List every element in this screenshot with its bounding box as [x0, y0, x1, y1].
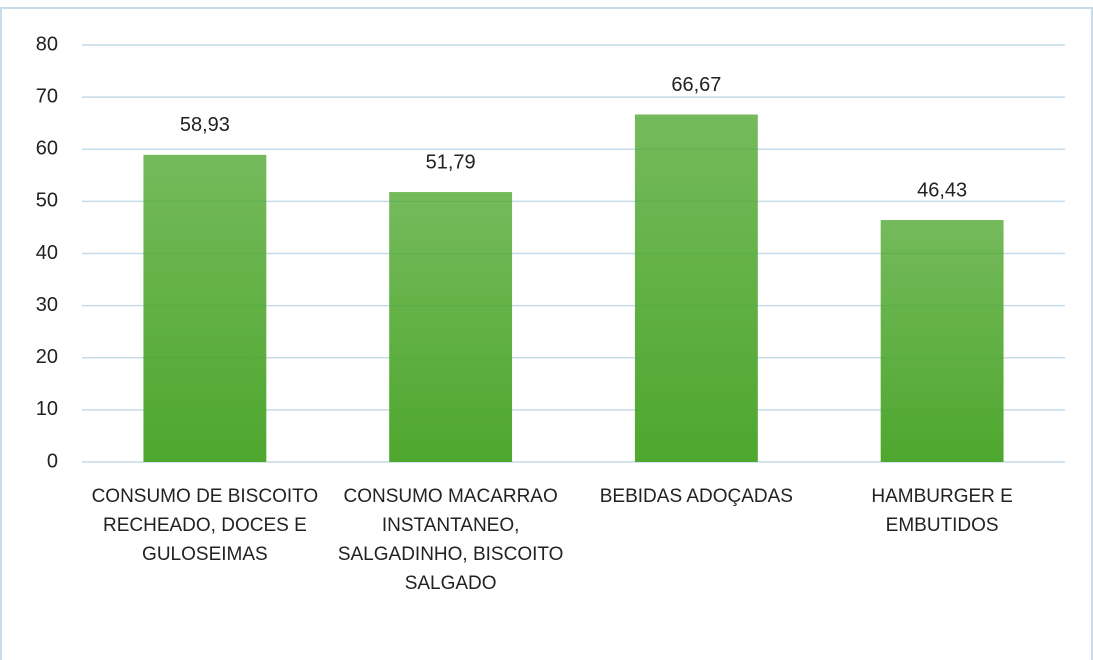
y-tick-label: 40 — [36, 242, 58, 264]
y-tick-label: 30 — [36, 294, 58, 316]
bar — [143, 154, 267, 462]
y-tick-label: 10 — [36, 398, 58, 420]
data-label: 58,93 — [180, 114, 230, 136]
bar — [634, 114, 758, 462]
data-label: 66,67 — [671, 74, 721, 96]
data-label: 51,79 — [426, 151, 476, 173]
x-tick-label: CONSUMO DE BISCOITO RECHEADO, DOCES E GU… — [91, 486, 319, 565]
chart-frame — [0, 7, 1093, 660]
y-tick-label: 80 — [36, 33, 58, 55]
x-tick-label: HAMBURGER E EMBUTIDOS — [871, 486, 1013, 536]
bar — [880, 219, 1004, 462]
y-tick-label: 50 — [36, 190, 58, 212]
data-label: 46,43 — [917, 179, 967, 201]
bar — [389, 192, 513, 463]
y-tick-label: 70 — [36, 85, 58, 107]
y-tick-label: 60 — [36, 138, 58, 160]
y-tick-label: 0 — [47, 450, 58, 472]
x-tick-label: BEBIDAS ADOÇADAS — [599, 486, 793, 507]
y-tick-label: 20 — [36, 346, 58, 368]
x-tick-label: CONSUMO MACARRAO INSTANTANEO, SALGADINHO… — [337, 486, 564, 594]
